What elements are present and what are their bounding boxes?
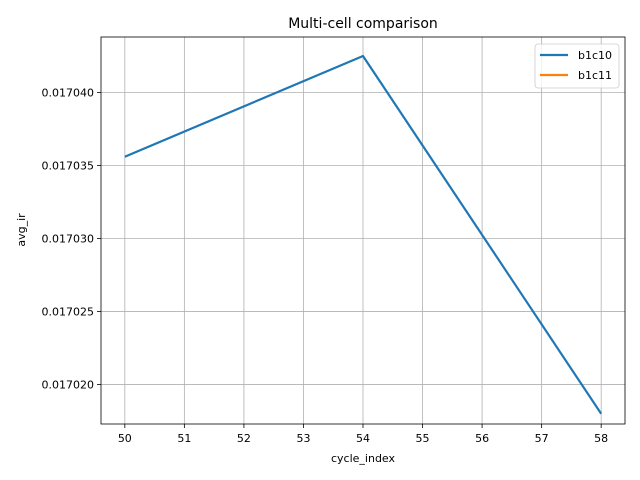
axis-ticks: 50 51 52 53 54 55 56 57 58 0.017020 0.017025 0.0170… [42,86,609,445]
y-tick-label: 0.017030 [42,233,95,246]
y-axis-label: avg_ir [15,213,28,247]
x-tick-label: 50 [118,432,132,445]
series-lines [124,54,603,415]
series-line-b1c10 [124,54,603,415]
legend: b1c10 b1c11 [534,43,620,89]
y-tick-label: 0.017025 [42,306,95,319]
x-tick-label: 58 [594,432,608,445]
grid [101,37,625,424]
x-tick-label: 56 [475,432,489,445]
x-tick-label: 57 [535,432,549,445]
y-tick-label: 0.017020 [42,379,95,392]
x-tick-label: 52 [237,432,251,445]
legend-label: b1c11 [578,69,612,82]
x-tick-label: 53 [296,432,310,445]
x-axis-label: cycle_index [331,452,396,465]
chart-title: Multi-cell comparison [288,16,438,32]
x-tick-label: 54 [356,432,370,445]
x-tick-label: 55 [416,432,430,445]
y-tick-label: 0.017040 [42,86,95,99]
x-tick-label: 51 [177,432,191,445]
legend-label: b1c10 [578,49,612,62]
y-tick-label: 0.017035 [42,160,95,173]
